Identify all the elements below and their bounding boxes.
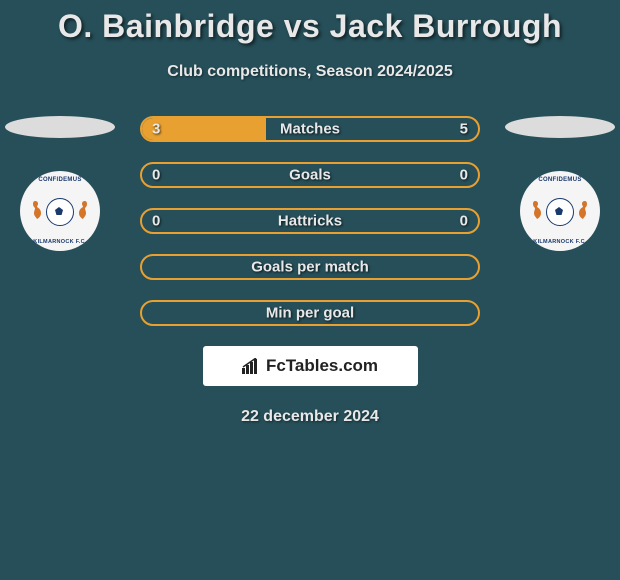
badge-bottom-text: KILMARNOCK F.C. bbox=[33, 239, 86, 245]
stat-value-right: 5 bbox=[460, 121, 468, 138]
stats-area: CONFIDEMUS KILMARNOCK F.C. CONFIDEMUS KI… bbox=[0, 116, 620, 426]
stat-value-left: 0 bbox=[152, 213, 160, 230]
bar-chart-icon bbox=[242, 358, 262, 374]
stat-row-matches: 3 Matches 5 bbox=[140, 116, 480, 142]
stat-row-goals: 0 Goals 0 bbox=[140, 162, 480, 188]
stat-label: Hattricks bbox=[278, 213, 342, 230]
stat-row-goals-per-match: Goals per match bbox=[140, 254, 480, 280]
badge-bottom-text: KILMARNOCK F.C. bbox=[533, 239, 586, 245]
stat-rows: 3 Matches 5 0 Goals 0 0 Hattricks 0 Goal… bbox=[140, 116, 480, 326]
football-icon bbox=[546, 198, 574, 226]
page-title: O. Bainbridge vs Jack Burrough bbox=[0, 0, 620, 45]
stat-label: Goals per match bbox=[251, 259, 369, 276]
branding-banner: FcTables.com bbox=[203, 346, 418, 386]
squirrel-icon bbox=[576, 199, 594, 221]
squirrel-icon bbox=[526, 199, 544, 221]
stat-fill-left bbox=[142, 118, 266, 140]
badge-circle: CONFIDEMUS KILMARNOCK F.C. bbox=[520, 171, 600, 251]
football-icon bbox=[46, 198, 74, 226]
stat-label: Min per goal bbox=[266, 305, 354, 322]
stat-value-left: 3 bbox=[152, 121, 160, 138]
date-text: 22 december 2024 bbox=[0, 408, 620, 426]
stat-label: Goals bbox=[289, 167, 331, 184]
squirrel-icon bbox=[76, 199, 94, 221]
stat-value-right: 0 bbox=[460, 167, 468, 184]
stat-value-left: 0 bbox=[152, 167, 160, 184]
badge-top-text: CONFIDEMUS bbox=[538, 177, 581, 183]
squirrel-icon bbox=[26, 199, 44, 221]
stat-row-min-per-goal: Min per goal bbox=[140, 300, 480, 326]
stat-row-hattricks: 0 Hattricks 0 bbox=[140, 208, 480, 234]
player-right-avatar-placeholder bbox=[505, 116, 615, 138]
club-badge-left: CONFIDEMUS KILMARNOCK F.C. bbox=[20, 171, 100, 251]
stat-value-right: 0 bbox=[460, 213, 468, 230]
branding-text: FcTables.com bbox=[266, 356, 378, 376]
subtitle: Club competitions, Season 2024/2025 bbox=[0, 63, 620, 81]
badge-circle: CONFIDEMUS KILMARNOCK F.C. bbox=[20, 171, 100, 251]
club-badge-right: CONFIDEMUS KILMARNOCK F.C. bbox=[520, 171, 600, 251]
badge-top-text: CONFIDEMUS bbox=[38, 177, 81, 183]
stat-label: Matches bbox=[280, 121, 340, 138]
player-left-avatar-placeholder bbox=[5, 116, 115, 138]
